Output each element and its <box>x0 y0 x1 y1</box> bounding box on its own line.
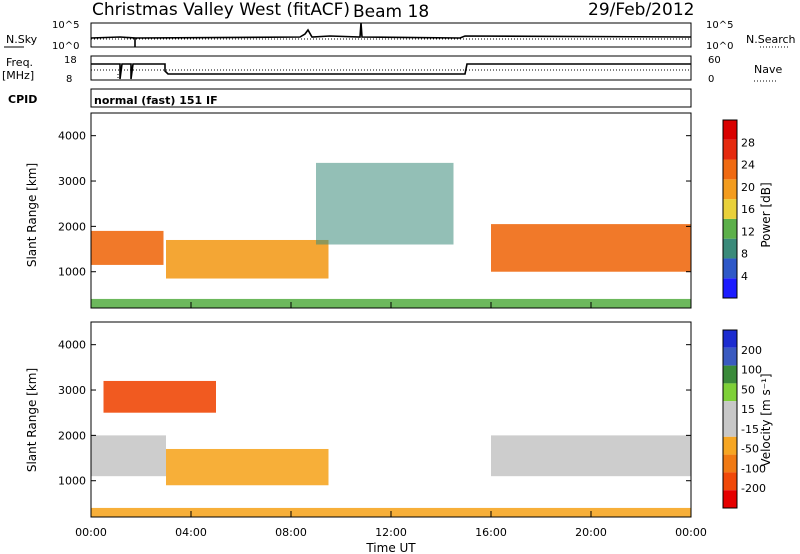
cpid-box <box>90 88 692 108</box>
x-tick-label: 00:00 <box>75 526 107 539</box>
freq-unit: [MHz] <box>2 69 34 82</box>
colorbar-tick-label: 16 <box>741 203 755 216</box>
colorbar-tick-label: 12 <box>741 225 755 238</box>
y-tick-label: 3000 <box>58 384 86 397</box>
heatmap-region-negative-flow-day <box>166 448 329 486</box>
colorbar-tick-label: 200 <box>741 344 762 357</box>
colorbar-segment <box>723 347 737 366</box>
nsearch-tick-low: 10^0 <box>706 41 733 52</box>
velocity-panel: 1000 2000 3000 4000 Slant Range [km] <box>25 321 692 518</box>
freq-label: Freq. <box>6 56 33 69</box>
colorbar-tick-label: -100 <box>741 462 766 475</box>
power-ylabel: Slant Range [km] <box>25 163 39 267</box>
y-tick-label: 2000 <box>58 220 86 233</box>
heatmap-region-ground-scatter-dusk <box>491 435 691 477</box>
colorbar-tick-label: 28 <box>741 136 755 149</box>
heatmap-region-main-echo-morning <box>91 230 164 265</box>
y-tick-label: 1000 <box>58 475 86 488</box>
x-tick-label: 00:00 <box>675 526 707 539</box>
colorbar-segment <box>723 258 737 279</box>
nsky-tick-low: 10^0 <box>52 41 79 52</box>
colorbar-segment <box>723 436 737 455</box>
nsky-panel: N.Sky 10^5 10^0 10^5 10^0 N.Search <box>4 20 796 52</box>
date-title: 29/Feb/2012 <box>588 0 694 20</box>
colorbar-tick-label: 24 <box>741 159 755 172</box>
colorbar-tick-label: -15 <box>741 423 759 436</box>
colorbar-tick-label: -200 <box>741 482 766 495</box>
power-axis: 1000 2000 3000 4000 <box>58 130 691 279</box>
station-title: Christmas Valley West (fitACF) <box>92 0 350 20</box>
colorbar-segment <box>723 365 737 384</box>
velocity-ylabel: Slant Range [km] <box>25 368 39 472</box>
heatmap-region-noon-weak-echo <box>316 162 454 245</box>
nsearch-tick-high: 10^5 <box>706 20 733 31</box>
y-tick-label: 2000 <box>58 429 86 442</box>
y-tick-label: 1000 <box>58 266 86 279</box>
power-colorbar: 4 8 12 16 20 24 28 <box>722 119 755 299</box>
velocity-colorbar-label: Velocity [m s⁻¹] <box>759 373 773 466</box>
colorbar-segment <box>723 139 737 160</box>
nave-label: Nave <box>754 63 782 76</box>
freq-panel: Freq. [MHz] 18 8 60 0 Nave <box>2 55 782 85</box>
nsky-tick-high: 10^5 <box>52 20 79 31</box>
power-colorbar-label: Power [dB] <box>759 182 773 247</box>
freq-tick-high: 18 <box>64 55 77 66</box>
colorbar-tick-label: -50 <box>741 443 759 456</box>
colorbar-segment <box>723 179 737 200</box>
y-tick-label: 4000 <box>58 339 86 352</box>
colorbar-tick-label: 15 <box>741 403 755 416</box>
colorbar-segment <box>723 218 737 239</box>
heatmap-region-morning-red-patches <box>103 380 216 413</box>
nave-tick-high: 60 <box>708 55 721 66</box>
nsky-label: N.Sky <box>6 33 38 46</box>
colorbar-segment <box>723 199 737 219</box>
colorbar-tick-label: 8 <box>741 248 748 261</box>
colorbar-segment <box>723 278 737 298</box>
y-tick-label: 3000 <box>58 175 86 188</box>
colorbar-tick-label: 20 <box>741 181 755 194</box>
colorbar-segment <box>723 419 737 437</box>
y-tick-label: 4000 <box>58 130 86 143</box>
x-tick-label: 04:00 <box>175 526 207 539</box>
colorbar-segment <box>723 330 737 348</box>
colorbar-segment <box>723 383 737 402</box>
nsearch-label: N.Search <box>746 33 796 46</box>
x-tick-label: 12:00 <box>375 526 407 539</box>
colorbar-tick-label: 100 <box>741 364 762 377</box>
colorbar-segment <box>723 472 737 491</box>
power-heatmap <box>91 162 691 308</box>
velocity-axis: 1000 2000 3000 4000 <box>58 339 691 488</box>
nave-tick-low: 0 <box>708 74 714 85</box>
cpid-label: CPID <box>8 93 37 106</box>
heatmap-region-dusk-echo <box>491 224 691 272</box>
time-axis: 00:00 04:00 08:00 12:00 16:00 20:00 00:00 <box>75 302 707 539</box>
freq-trace <box>91 63 691 80</box>
velocity-colorbar: 200 100 50 15 -15 -50 -100 -200 <box>722 329 766 509</box>
colorbar-segment <box>723 490 737 508</box>
beam-title: Beam 18 <box>353 2 429 22</box>
heatmap-region-main-echo-day <box>166 239 329 279</box>
colorbar-tick-label: 50 <box>741 383 755 396</box>
cpid-text: normal (fast) 151 IF <box>94 94 218 107</box>
colorbar-segment <box>723 120 737 140</box>
colorbar-segment <box>723 401 737 419</box>
heatmap-region-ground-scatter-morning <box>91 435 166 477</box>
colorbar-segment <box>723 238 737 259</box>
velocity-heatmap <box>91 380 691 517</box>
colorbar-tick-label: 4 <box>741 270 748 283</box>
x-tick-label: 16:00 <box>475 526 507 539</box>
colorbar-segment <box>723 454 737 473</box>
x-tick-label: 20:00 <box>575 526 607 539</box>
x-tick-label: 08:00 <box>275 526 307 539</box>
colorbar-segment <box>723 159 737 180</box>
nsky-trace <box>90 22 692 47</box>
x-axis-label: Time UT <box>365 541 416 554</box>
power-panel: 1000 2000 3000 4000 Slant Range [km] <box>25 112 692 309</box>
freq-tick-low: 8 <box>66 74 72 85</box>
